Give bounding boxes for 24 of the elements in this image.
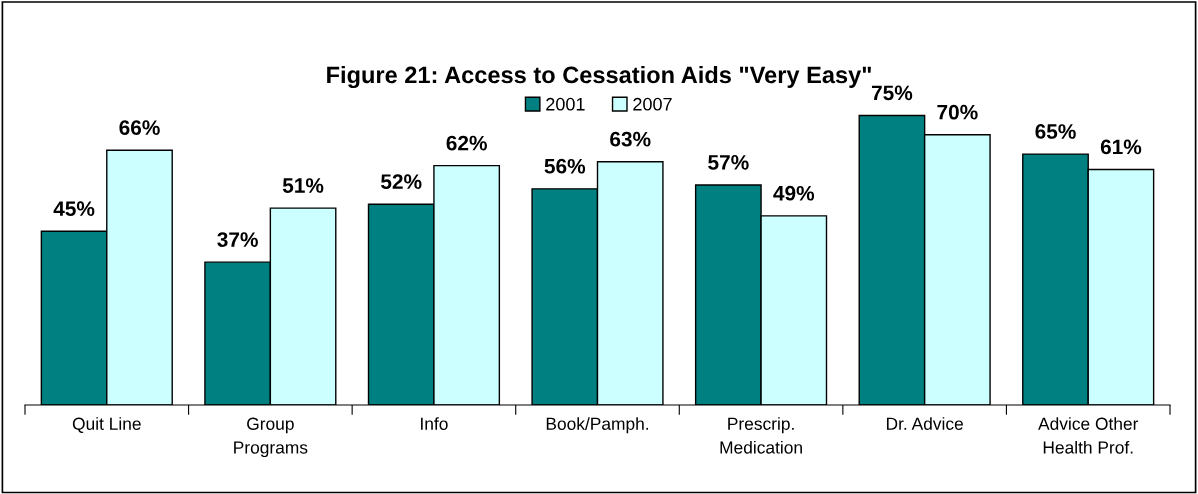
x-tick-label: Book/Pamph.	[546, 417, 649, 434]
data-label: 66%	[119, 120, 160, 135]
x-tick-label: Advice Other Health Prof.	[1038, 417, 1139, 454]
data-label: 45%	[53, 201, 95, 217]
x-tick-label: Prescrip. Medication	[720, 417, 802, 454]
data-label: 56%	[544, 158, 586, 174]
chart-title: Figure 21: Access to Cessation Aids "Very Easy"	[327, 65, 871, 89]
data-label: 75%	[871, 85, 913, 101]
data-label: 57%	[708, 155, 749, 170]
data-label: 51%	[282, 178, 324, 193]
data-label: 52%	[381, 174, 422, 190]
x-tick-label: Dr. Advice	[886, 417, 963, 430]
x-tick-label: Info	[421, 417, 448, 430]
legend-label: 2007	[633, 97, 672, 111]
legend-label: 2001	[546, 97, 585, 111]
data-label: 65%	[1035, 124, 1076, 139]
data-label: 37%	[217, 232, 258, 247]
x-tick-label: Quit Line	[72, 417, 141, 434]
data-label: 63%	[610, 131, 651, 147]
data-label: 62%	[446, 135, 487, 151]
data-label: 49%	[773, 185, 815, 201]
data-label: 70%	[937, 104, 978, 120]
x-tick-label: Group Programs	[234, 417, 308, 458]
data-label: 61%	[1100, 139, 1142, 155]
